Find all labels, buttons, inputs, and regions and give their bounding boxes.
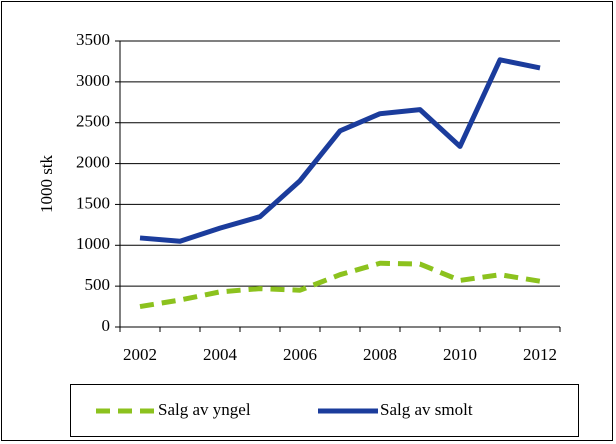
y-tick-label: 1500 bbox=[76, 193, 110, 212]
y-tick-label: 0 bbox=[102, 316, 111, 335]
legend-label: Salg av yngel bbox=[158, 400, 251, 419]
series-line bbox=[139, 260, 541, 310]
y-tick-label: 3000 bbox=[76, 71, 110, 90]
x-tick-label: 2012 bbox=[523, 345, 557, 364]
legend-label: Salg av smolt bbox=[380, 400, 473, 419]
y-tick-label: 3500 bbox=[76, 30, 110, 49]
y-axis-label: 1000 stk bbox=[37, 154, 56, 213]
y-tick-label: 2000 bbox=[76, 152, 110, 171]
x-tick-label: 2008 bbox=[363, 345, 397, 364]
y-tick-label: 1000 bbox=[76, 234, 110, 253]
series-line bbox=[139, 57, 541, 244]
x-tick-label: 2006 bbox=[283, 345, 317, 364]
x-tick-label: 2010 bbox=[443, 345, 477, 364]
y-tick-label: 2500 bbox=[76, 112, 110, 131]
x-tick-label: 2004 bbox=[203, 345, 238, 364]
x-tick-label: 2002 bbox=[123, 345, 157, 364]
y-tick-label: 500 bbox=[85, 275, 111, 294]
